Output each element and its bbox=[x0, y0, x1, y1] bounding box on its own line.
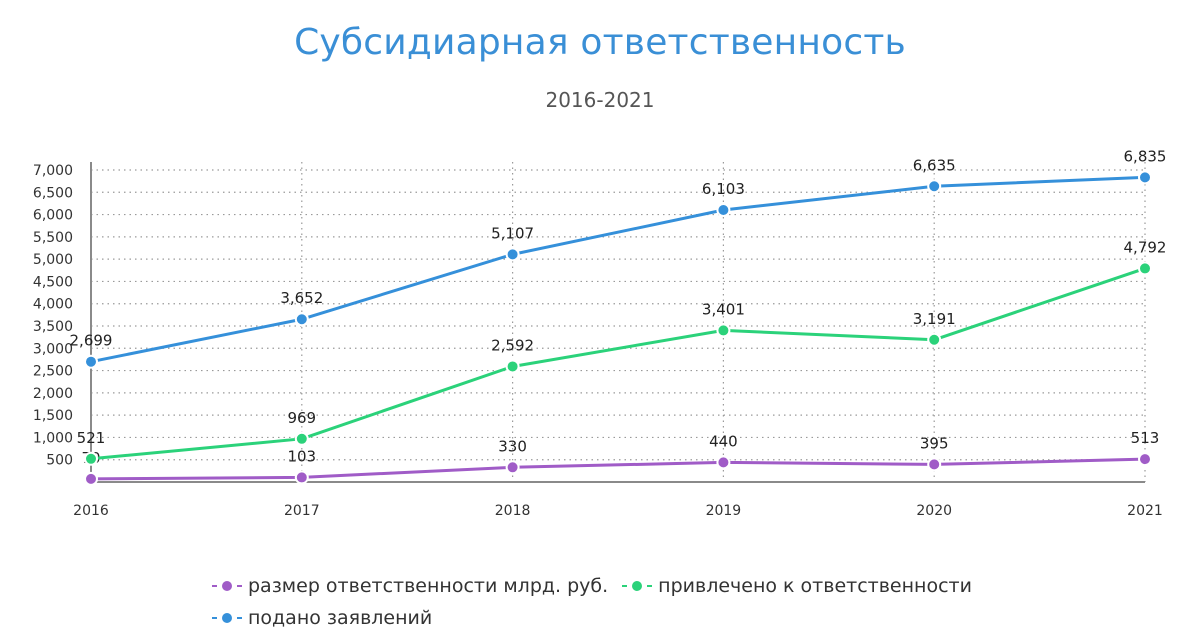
data-point bbox=[84, 471, 98, 486]
y-tick-label: 6,500 bbox=[33, 185, 73, 201]
data-point bbox=[927, 457, 942, 472]
legend-item-applications-filed[interactable]: подано заявлений bbox=[212, 607, 432, 629]
legend-marker-applications-filed bbox=[212, 611, 242, 625]
data-label: 4,792 bbox=[1124, 238, 1167, 256]
data-point bbox=[84, 354, 98, 369]
chart-legend: размер ответственности млрд. руб. привле… bbox=[212, 570, 1112, 634]
legend-marker-liability-size bbox=[212, 579, 242, 593]
y-tick-label: 6,000 bbox=[33, 208, 73, 224]
data-point bbox=[927, 332, 942, 347]
data-point bbox=[505, 460, 520, 475]
legend-marker-held-liable bbox=[622, 579, 653, 593]
series-line bbox=[90, 457, 1146, 481]
data-label: 521 bbox=[77, 429, 106, 447]
data-point bbox=[505, 247, 520, 262]
y-tick-label: 7,000 bbox=[33, 163, 73, 179]
x-tick-label: 2019 bbox=[706, 503, 742, 519]
y-tick-label: 3,500 bbox=[33, 319, 73, 335]
data-label: 6,635 bbox=[913, 156, 956, 174]
data-point bbox=[294, 470, 309, 485]
data-label: 6,835 bbox=[1124, 147, 1167, 165]
data-point bbox=[716, 455, 731, 470]
data-label: 395 bbox=[920, 434, 949, 452]
y-tick-label: 4,000 bbox=[33, 297, 73, 313]
legend-label-held-liable: привлечено к ответственности bbox=[658, 575, 972, 597]
data-point bbox=[927, 179, 942, 194]
data-label: 2,592 bbox=[491, 336, 534, 354]
y-tick-label: 500 bbox=[46, 453, 73, 469]
series-line bbox=[90, 175, 1146, 364]
data-label: 969 bbox=[287, 409, 316, 427]
y-tick-label: 4,500 bbox=[33, 274, 73, 290]
series-line bbox=[90, 266, 1146, 461]
legend-label-applications-filed: подано заявлений bbox=[248, 607, 433, 629]
data-label: 2,699 bbox=[70, 332, 113, 350]
data-label: 5,107 bbox=[491, 224, 534, 242]
data-point bbox=[716, 202, 731, 217]
y-tick-label: 3,000 bbox=[33, 341, 73, 357]
x-tick-label: 2020 bbox=[916, 503, 952, 519]
chart-subtitle: 2016-2021 bbox=[545, 88, 655, 112]
data-point bbox=[294, 431, 309, 446]
legend-item-held-liable[interactable]: привлечено к ответственности bbox=[622, 575, 972, 597]
data-point bbox=[716, 323, 731, 338]
data-label: 3,191 bbox=[913, 310, 956, 328]
data-label: 513 bbox=[1131, 429, 1160, 447]
y-tick-label: 2,000 bbox=[33, 386, 73, 402]
data-point bbox=[294, 312, 309, 327]
data-label: 3,401 bbox=[702, 300, 745, 318]
data-label: 330 bbox=[498, 437, 527, 455]
chart-title: Субсидиарная ответственность bbox=[294, 22, 906, 63]
data-point bbox=[1138, 452, 1152, 467]
data-label: 6,103 bbox=[702, 180, 745, 198]
data-point bbox=[1138, 261, 1152, 276]
data-point bbox=[1138, 170, 1152, 185]
legend-label-liability-size: размер ответственности млрд. руб. bbox=[248, 575, 609, 597]
y-tick-label: 1,500 bbox=[33, 408, 73, 424]
x-tick-label: 2016 bbox=[73, 503, 109, 519]
data-point bbox=[84, 451, 98, 466]
y-tick-label: 2,500 bbox=[33, 364, 73, 380]
x-tick-label: 2017 bbox=[284, 503, 320, 519]
data-label: 3,652 bbox=[280, 289, 323, 307]
data-point bbox=[505, 359, 520, 374]
y-tick-label: 1,000 bbox=[33, 430, 73, 446]
data-label: 440 bbox=[709, 432, 738, 450]
data-label: 103 bbox=[287, 447, 316, 465]
y-tick-label: 5,500 bbox=[33, 230, 73, 246]
x-tick-label: 2021 bbox=[1127, 503, 1163, 519]
legend-item-liability-size[interactable]: размер ответственности млрд. руб. bbox=[212, 575, 608, 597]
y-tick-label: 5,000 bbox=[33, 252, 73, 268]
x-tick-label: 2018 bbox=[495, 503, 531, 519]
